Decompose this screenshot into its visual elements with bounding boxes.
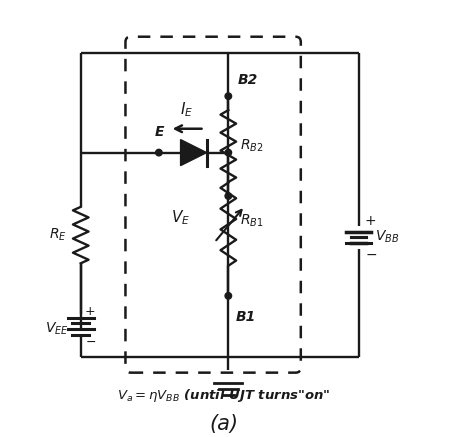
- Text: $-$: $-$: [85, 335, 96, 348]
- Text: E: E: [155, 125, 164, 139]
- Text: B1: B1: [236, 310, 256, 324]
- Text: $R_{B2}$: $R_{B2}$: [240, 138, 264, 154]
- Text: +: +: [365, 214, 376, 228]
- Text: $R_E$: $R_E$: [49, 227, 67, 243]
- Polygon shape: [181, 139, 207, 166]
- Circle shape: [225, 293, 232, 299]
- Circle shape: [225, 149, 232, 156]
- Circle shape: [225, 93, 232, 100]
- Text: $-$: $-$: [365, 247, 377, 261]
- Text: +: +: [85, 305, 96, 318]
- Text: $R_{B1}$: $R_{B1}$: [240, 212, 264, 229]
- Text: $V_E$: $V_E$: [171, 208, 190, 227]
- Circle shape: [225, 193, 232, 199]
- Text: B2: B2: [238, 73, 258, 87]
- Text: (a): (a): [210, 414, 238, 434]
- Text: $V_{BB}$: $V_{BB}$: [375, 229, 399, 246]
- Circle shape: [155, 149, 162, 156]
- Text: $V_a = \eta V_{BB}$ (until UJT turns"on": $V_a = \eta V_{BB}$ (until UJT turns"on": [117, 387, 331, 404]
- Text: $V_{EE}$: $V_{EE}$: [45, 320, 69, 336]
- Text: $I_E$: $I_E$: [181, 101, 194, 119]
